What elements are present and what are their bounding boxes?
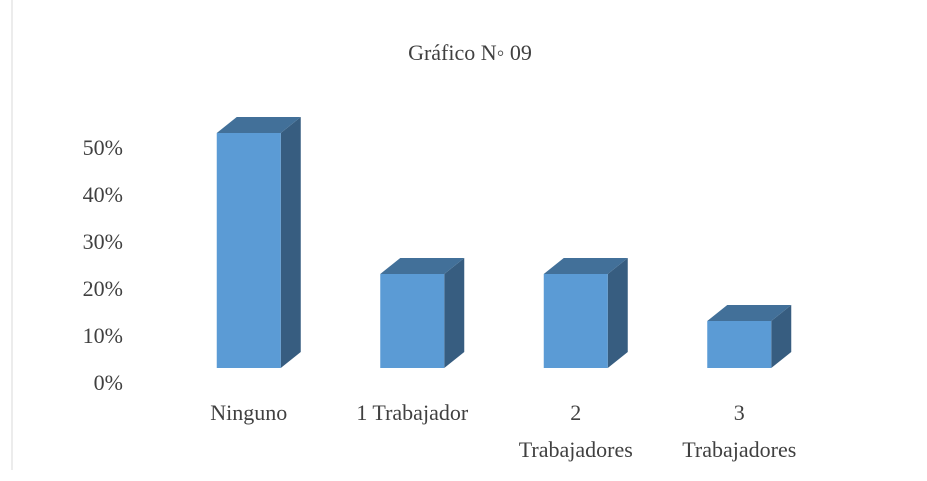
- bar: [707, 321, 772, 368]
- bar-side: [280, 117, 301, 368]
- bar-side: [444, 258, 465, 368]
- y-tick-label: 50%: [83, 135, 123, 160]
- y-tick-label: 0%: [94, 370, 123, 395]
- y-tick-label: 20%: [83, 276, 123, 301]
- bar: [380, 274, 445, 368]
- x-tick-label: 3 Trabajadores: [682, 400, 796, 462]
- bar-top: [707, 305, 792, 321]
- x-tick-label: 2 Trabajadores: [519, 400, 633, 462]
- bar-top: [543, 258, 628, 274]
- x-tick-label: 1 Trabajador: [356, 400, 469, 425]
- x-tick-label: Ninguno: [210, 400, 287, 425]
- bar-top: [216, 117, 301, 133]
- bar-side: [607, 258, 628, 368]
- bar-side: [771, 305, 792, 368]
- chart-title: Gráfico N◦ 09: [408, 40, 532, 65]
- bar: [543, 274, 608, 368]
- y-tick-label: 10%: [83, 323, 123, 348]
- bar: [216, 133, 281, 368]
- bar-top: [380, 258, 465, 274]
- y-tick-label: 40%: [83, 182, 123, 207]
- y-tick-label: 30%: [83, 229, 123, 254]
